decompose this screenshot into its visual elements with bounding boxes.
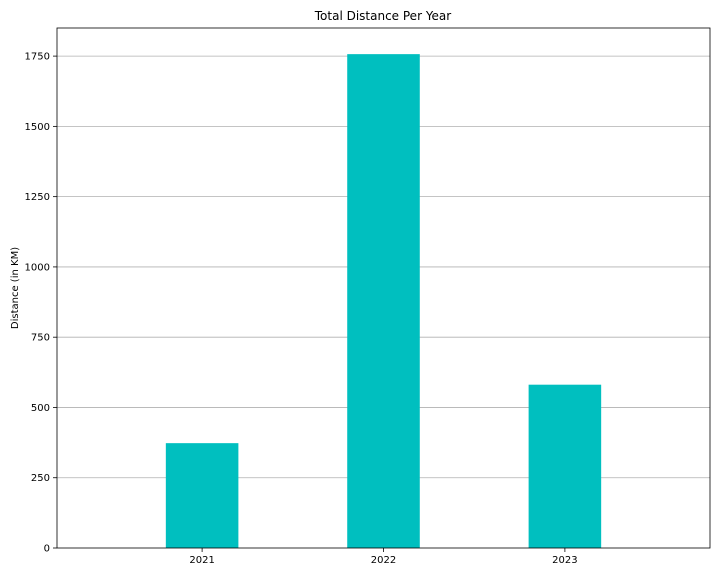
- y-tick-label: 1000: [25, 262, 50, 273]
- y-axis-ticks: 0 250 500 750 1000 1250 1500 1750: [25, 52, 57, 555]
- y-tick-label: 1750: [25, 52, 50, 63]
- x-tick-label: 2022: [371, 555, 396, 566]
- y-tick-label: 750: [31, 333, 50, 344]
- chart-title: Total Distance Per Year: [314, 9, 452, 23]
- x-tick-label: 2023: [552, 555, 577, 566]
- bar-2021: [165, 443, 239, 548]
- y-tick-label: 1250: [25, 192, 50, 203]
- y-tick-label: 1500: [25, 122, 50, 133]
- y-tick-label: 0: [44, 544, 50, 555]
- y-tick-label: 500: [31, 403, 50, 414]
- x-axis-ticks: 2021 2022 2023: [189, 548, 578, 566]
- y-tick-label: 250: [31, 473, 50, 484]
- x-tick-label: 2021: [189, 555, 214, 566]
- y-axis-title: Distance (in KM): [10, 247, 21, 329]
- bar-layer: [165, 54, 602, 549]
- bar-2023: [528, 384, 602, 548]
- bar-2022: [347, 54, 420, 549]
